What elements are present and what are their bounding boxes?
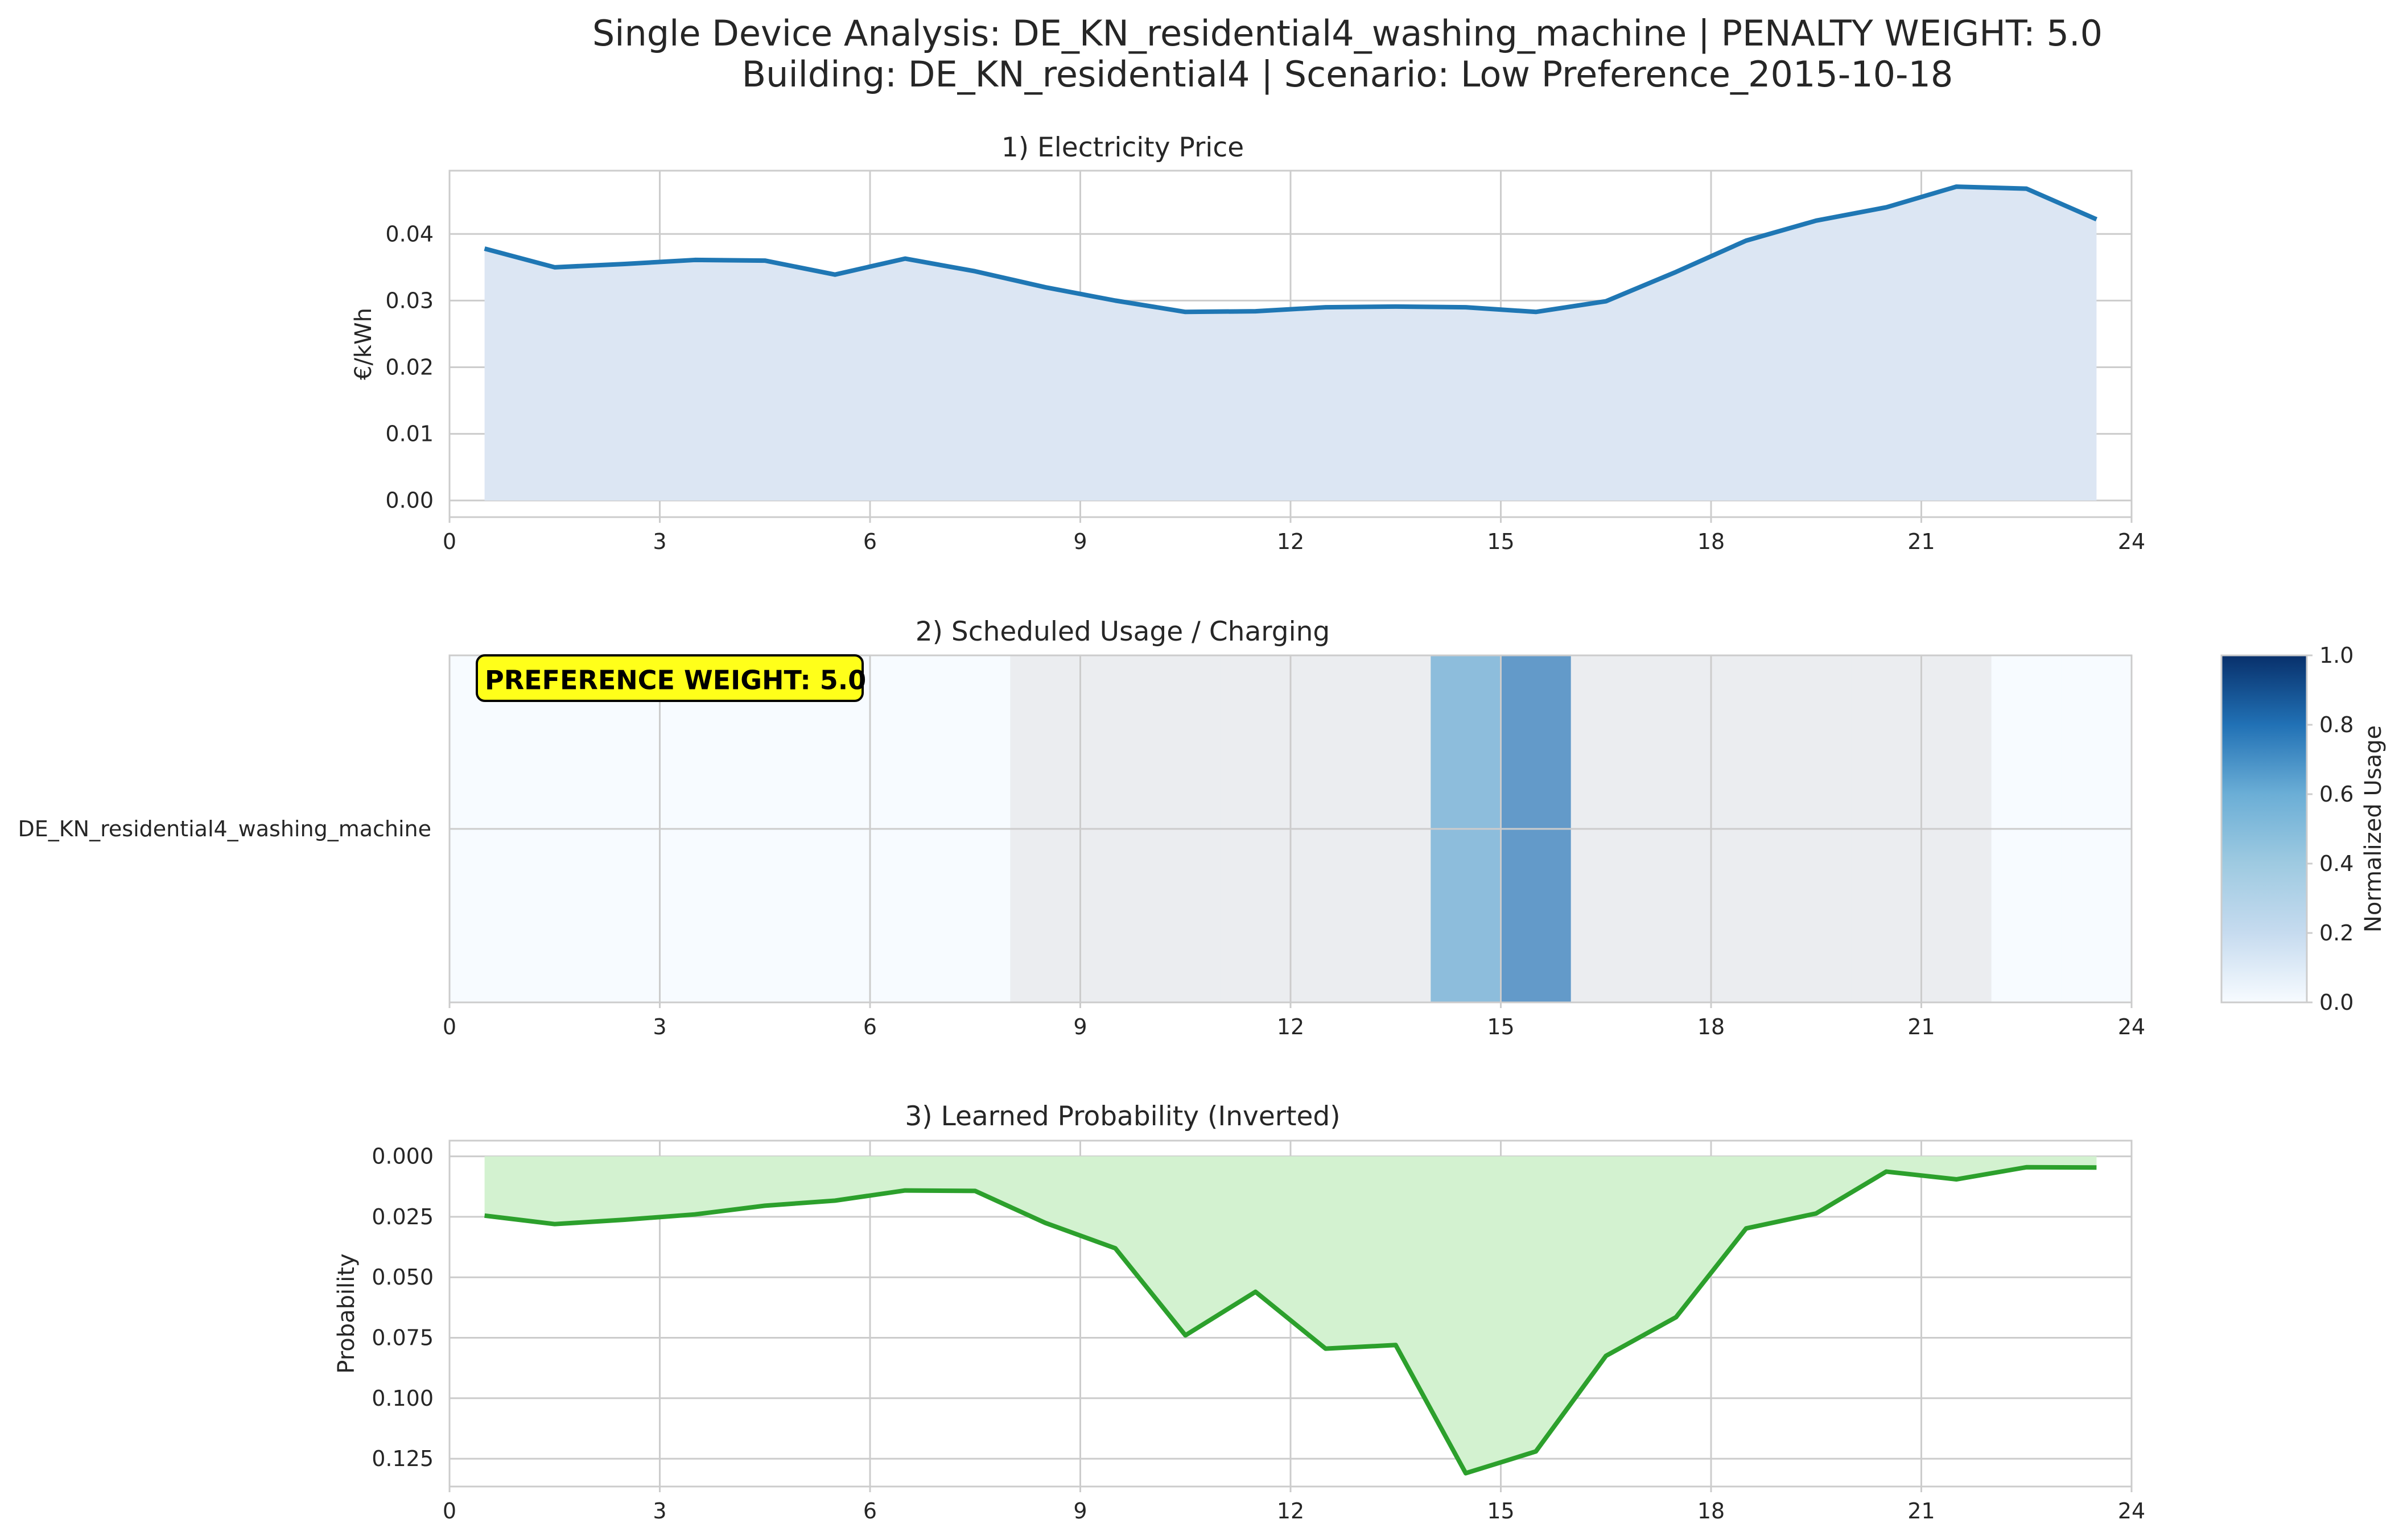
probability-ticks: 0 3 6 9 12 15 18 21 24 0.000 0.025 0.050 0.075 0.100 0… <box>372 1144 2145 1524</box>
price-panel: 1) Electricity Price 0 3 6 9 12 15 18 21 240.000… <box>351 132 2145 554</box>
probability-xtick-label: 9 <box>1073 1498 1087 1524</box>
probability-panel: 3) Learned Probability (Inverted) 0 3 6 9 12… <box>333 1101 2145 1524</box>
price-xtick-label: 3 <box>653 529 666 554</box>
price-ytick-label: 0.03 <box>385 288 434 313</box>
probability-xtick-label: 21 <box>1907 1498 1935 1524</box>
usage-xtick-label: 15 <box>1487 1014 1514 1039</box>
probability-ytick-label: 0.025 <box>372 1204 434 1229</box>
price-ytick-label: 0.02 <box>385 354 434 379</box>
probability-line <box>484 1165 2097 1476</box>
preference-weight-annotation: PREFERENCE WEIGHT: 5.0 <box>476 654 866 702</box>
preference-weight-box <box>476 654 864 702</box>
usage-xtick-label: 21 <box>1907 1014 1935 1039</box>
usage-xtick-label: 6 <box>863 1014 877 1039</box>
probability-ytick-label: 0.000 <box>372 1144 434 1169</box>
price-ytick-label: 0.00 <box>385 488 434 513</box>
usage-ticks: 0 3 6 9 12 15 18 21 24 <box>443 1002 2145 1039</box>
colorbar-tick-label: 0.0 <box>2319 990 2353 1015</box>
colorbar-tick-label: 0.6 <box>2319 782 2353 807</box>
price-panel-title: 1) Electricity Price <box>1001 132 1244 163</box>
probability-xtick-label: 6 <box>863 1498 877 1524</box>
colorbar-tick-label: 0.8 <box>2319 712 2353 737</box>
usage-xtick-label: 0 <box>443 1014 456 1039</box>
colorbar-frame <box>2220 654 2308 1004</box>
probability-panel-title: 3) Learned Probability (Inverted) <box>905 1101 1340 1132</box>
colorbar-gradient <box>2221 655 2307 1002</box>
price-xtick-label: 12 <box>1277 529 1304 554</box>
probability-ytick-label: 0.100 <box>372 1386 434 1411</box>
price-xtick-label: 21 <box>1907 529 1935 554</box>
colorbar-tick-label: 1.0 <box>2319 643 2353 668</box>
price-ytick-label: 0.04 <box>385 221 434 246</box>
probability-ytick-label: 0.050 <box>372 1265 434 1290</box>
probability-xtick-label: 12 <box>1277 1498 1304 1524</box>
usage-panel-title: 2) Scheduled Usage / Charging <box>916 616 1330 647</box>
price-ylabel: €/kWh <box>351 308 377 380</box>
usage-colorbar: 0.0 0.2 0.4 0.6 0.8 1.0 Normalized Usage <box>2220 643 2386 1015</box>
price-line <box>484 184 2098 315</box>
probability-ytick-label: 0.075 <box>372 1326 434 1351</box>
probability-area <box>484 1156 2097 1473</box>
probability-ylabel: Probability <box>333 1253 360 1373</box>
usage-row-label: DE_KN_residential4_washing_machine <box>18 816 431 841</box>
colorbar-label: Normalized Usage <box>2360 725 2386 932</box>
probability-ytick-label: 0.125 <box>372 1446 434 1471</box>
usage-panel: 2) Scheduled Usage / Charging 0 3 6 9 12 15 18… <box>18 616 2386 1039</box>
price-xtick-label: 9 <box>1073 529 1087 554</box>
figure-title-line1: Single Device Analysis: DE_KN_residentia… <box>592 13 2103 55</box>
price-xtick-label: 24 <box>2118 529 2145 554</box>
price-ticks: 0 3 6 9 12 15 18 21 24 0.00 0.01 0.02 0.03 0.04 <box>385 221 2145 554</box>
probability-xtick-label: 15 <box>1487 1498 1514 1524</box>
probability-xtick-label: 0 <box>443 1498 456 1524</box>
usage-grid <box>450 655 2132 1002</box>
probability-xtick-label: 18 <box>1697 1498 1725 1524</box>
colorbar-tick-label: 0.2 <box>2319 920 2353 946</box>
price-xtick-label: 6 <box>863 529 877 554</box>
usage-xtick-label: 12 <box>1277 1014 1304 1039</box>
usage-xtick-label: 18 <box>1697 1014 1725 1039</box>
colorbar-tick-label: 0.4 <box>2319 851 2353 876</box>
price-ytick-label: 0.01 <box>385 422 434 447</box>
figure-title-line2: Building: DE_KN_residential4 | Scenario:… <box>742 53 1953 96</box>
usage-xtick-label: 9 <box>1073 1014 1087 1039</box>
price-xtick-label: 15 <box>1487 529 1514 554</box>
preference-weight-text: PREFERENCE WEIGHT: 5.0 <box>485 665 866 696</box>
probability-xtick-label: 3 <box>653 1498 666 1524</box>
usage-xtick-label: 3 <box>653 1014 666 1039</box>
price-xtick-label: 18 <box>1697 529 1725 554</box>
colorbar-ticks: 0.0 0.2 0.4 0.6 0.8 1.0 <box>2307 643 2353 1015</box>
probability-xtick-label: 24 <box>2118 1498 2145 1524</box>
usage-xtick-label: 24 <box>2118 1014 2145 1039</box>
price-xtick-label: 0 <box>443 529 456 554</box>
